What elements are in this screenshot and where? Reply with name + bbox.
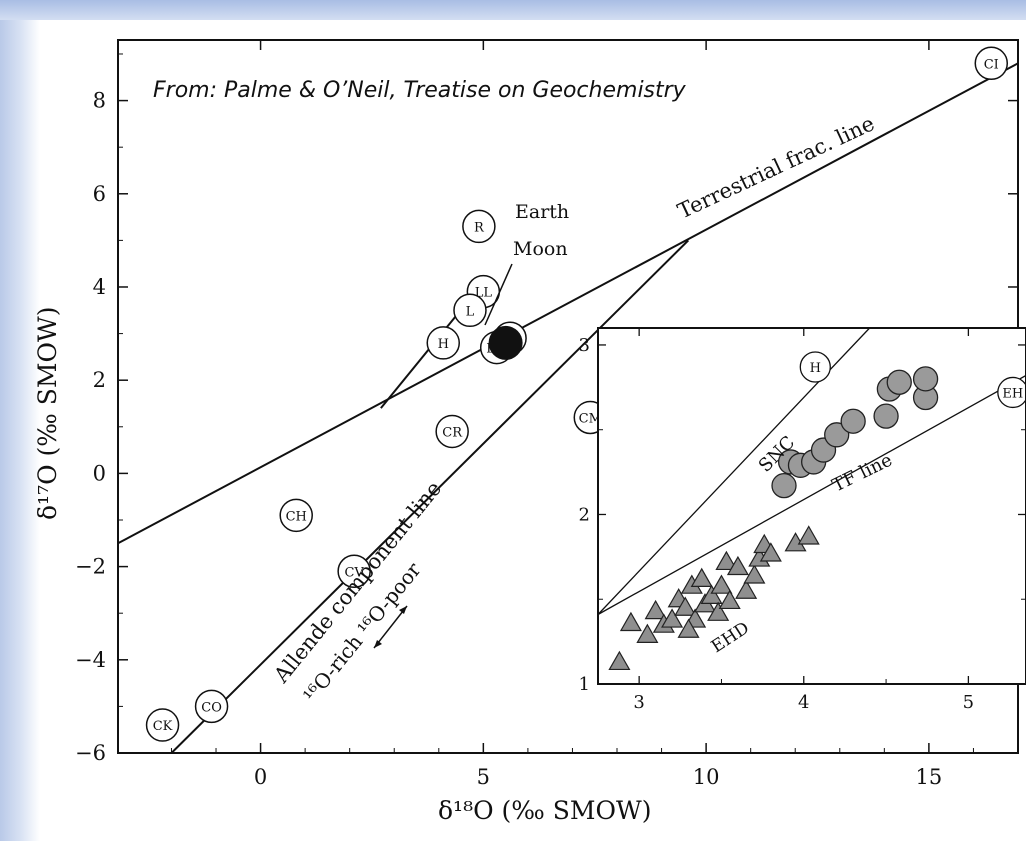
ehd-point (661, 608, 684, 628)
inset-points: HEHEL (608, 351, 1026, 671)
main-ytick-label: −2 (75, 555, 106, 579)
inset-xtick-label: 4 (798, 692, 809, 713)
point-circle (194, 689, 229, 724)
point-label: CI (984, 57, 999, 72)
point-label: H (438, 337, 449, 352)
point-label: CR (442, 425, 463, 440)
y-axis-label: δ¹⁷O (‰ SMOW) (33, 307, 62, 520)
ehd-point (707, 601, 730, 621)
ehd-point (710, 574, 733, 594)
snc-point (771, 473, 797, 499)
main-ytick-label: 4 (93, 275, 106, 299)
main-xtick-label: 10 (693, 765, 720, 789)
point-circle (145, 708, 180, 742)
point-label: CM (579, 411, 602, 426)
series-ehd (608, 525, 820, 671)
point-circle (974, 46, 1009, 81)
point-label: CH (286, 509, 307, 524)
ehd-point (619, 611, 642, 632)
point-circle (426, 326, 460, 360)
main-ytick-label: −6 (75, 741, 106, 765)
main-line-1 (170, 239, 690, 754)
point-ch: CH (279, 498, 313, 533)
main-xtick-label: 5 (477, 765, 490, 789)
inset-point-eh: EH (997, 376, 1026, 409)
main-xtick-label: 0 (254, 765, 267, 789)
point-ci: CI (974, 46, 1009, 81)
ehd-point (797, 525, 820, 545)
inset-point-circle (997, 376, 1026, 409)
point-h: H (426, 326, 460, 360)
main-line-0 (117, 62, 1019, 545)
point-label: R (474, 220, 485, 235)
main-ytick-label: 8 (93, 89, 106, 113)
point-co: CO (194, 689, 229, 724)
snc-point (886, 369, 912, 395)
inset-line-1 (597, 374, 1026, 616)
main-ytick-label: 2 (93, 368, 106, 392)
ehd-point (636, 623, 659, 643)
ehd-point (759, 542, 782, 562)
inset-point-label: H (810, 361, 821, 376)
inset-ytick-label: 3 (579, 335, 590, 356)
point-r: R (462, 209, 496, 244)
series-snc (771, 366, 939, 499)
ehd-point (674, 596, 697, 616)
main-xtick-label: 15 (916, 765, 943, 789)
ehd-point (715, 550, 738, 571)
inset-point-circle (799, 351, 831, 383)
point-label: CK (153, 719, 173, 734)
point-label: CO (201, 700, 222, 715)
point-circle (435, 414, 469, 449)
main-ytick-label: 6 (93, 182, 106, 206)
moon-label: Moon (513, 238, 568, 260)
earth-moon-pointer (484, 263, 513, 326)
snc-point (873, 403, 899, 429)
point-circle (453, 293, 487, 328)
point-l: L (453, 293, 487, 328)
snc-point (840, 408, 866, 434)
inset-xtick-label: 5 (963, 692, 974, 713)
ehd-point (726, 555, 749, 576)
point-cv: CV (337, 554, 371, 589)
inset-ytick-label: 2 (579, 504, 590, 525)
ehd-point (644, 599, 667, 620)
point-label: L (466, 304, 475, 319)
earth-moon-point (488, 325, 523, 360)
inset-point-label: EH (1002, 386, 1023, 401)
snc-point (912, 366, 939, 392)
inset-ytick-label: 1 (579, 674, 590, 695)
ehd-point (700, 584, 723, 604)
rich-poor-arrow (373, 605, 408, 649)
ehd-point (608, 650, 631, 671)
point-circle (462, 209, 496, 244)
earth-label: Earth (515, 201, 569, 223)
ehd-point (690, 567, 713, 587)
source-note: From: Palme & O’Neil, Treatise on Geoche… (153, 78, 687, 103)
ehd-point (677, 618, 700, 638)
x-axis-label: δ¹⁸O (‰ SMOW) (438, 796, 651, 825)
inset-xtick-label: 3 (633, 692, 644, 713)
point-ck: CK (145, 708, 180, 742)
point-circle (279, 498, 313, 533)
slide-top-band (0, 0, 1026, 20)
main-ytick-label: 0 (93, 461, 106, 485)
snc-point (824, 422, 850, 448)
main-ytick-label: −4 (75, 648, 106, 672)
point-cr: CR (435, 414, 469, 449)
point-label: CV (344, 565, 364, 580)
ehd-point (743, 564, 766, 584)
ehd-point (735, 579, 758, 599)
inset-point-h: H (799, 351, 831, 383)
ehd-point (718, 589, 741, 610)
inset-frame (597, 327, 1026, 685)
point-circle (337, 554, 371, 589)
